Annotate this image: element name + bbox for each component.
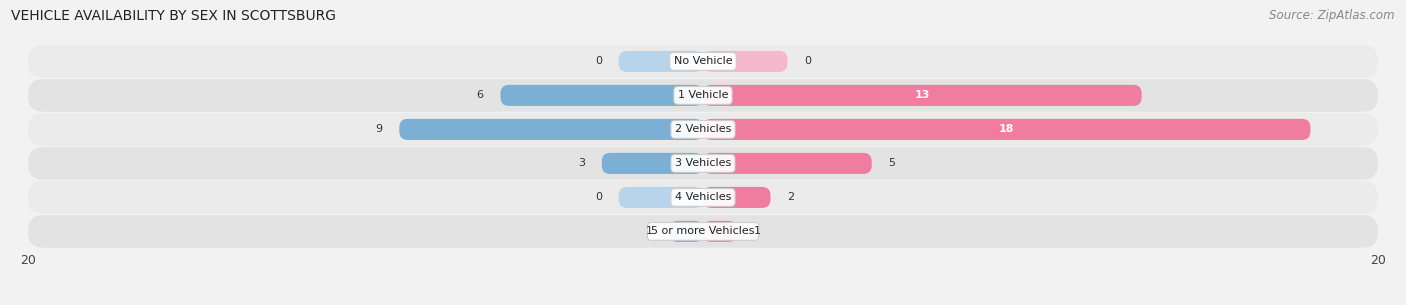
FancyBboxPatch shape xyxy=(28,215,1378,248)
Text: 5 or more Vehicles: 5 or more Vehicles xyxy=(651,226,755,236)
Text: 0: 0 xyxy=(595,192,602,203)
Text: 0: 0 xyxy=(804,56,811,66)
Text: 6: 6 xyxy=(477,90,484,100)
FancyBboxPatch shape xyxy=(602,153,703,174)
Text: 5: 5 xyxy=(889,158,896,168)
Text: 1 Vehicle: 1 Vehicle xyxy=(678,90,728,100)
FancyBboxPatch shape xyxy=(703,153,872,174)
FancyBboxPatch shape xyxy=(669,221,703,242)
FancyBboxPatch shape xyxy=(501,85,703,106)
FancyBboxPatch shape xyxy=(703,119,1310,140)
FancyBboxPatch shape xyxy=(703,85,1142,106)
Text: 2 Vehicles: 2 Vehicles xyxy=(675,124,731,135)
Text: 3 Vehicles: 3 Vehicles xyxy=(675,158,731,168)
FancyBboxPatch shape xyxy=(28,147,1378,180)
Text: 13: 13 xyxy=(915,90,929,100)
FancyBboxPatch shape xyxy=(619,51,703,72)
FancyBboxPatch shape xyxy=(703,221,737,242)
FancyBboxPatch shape xyxy=(703,187,770,208)
FancyBboxPatch shape xyxy=(703,51,787,72)
Text: Source: ZipAtlas.com: Source: ZipAtlas.com xyxy=(1270,9,1395,22)
Text: 1: 1 xyxy=(645,226,652,236)
Text: No Vehicle: No Vehicle xyxy=(673,56,733,66)
Text: VEHICLE AVAILABILITY BY SEX IN SCOTTSBURG: VEHICLE AVAILABILITY BY SEX IN SCOTTSBUR… xyxy=(11,9,336,23)
Text: 0: 0 xyxy=(595,56,602,66)
FancyBboxPatch shape xyxy=(619,187,703,208)
Text: 2: 2 xyxy=(787,192,794,203)
Text: 1: 1 xyxy=(754,226,761,236)
FancyBboxPatch shape xyxy=(28,113,1378,146)
Text: 18: 18 xyxy=(998,124,1015,135)
FancyBboxPatch shape xyxy=(399,119,703,140)
FancyBboxPatch shape xyxy=(28,79,1378,112)
Text: 3: 3 xyxy=(578,158,585,168)
FancyBboxPatch shape xyxy=(28,181,1378,214)
FancyBboxPatch shape xyxy=(28,45,1378,78)
Text: 4 Vehicles: 4 Vehicles xyxy=(675,192,731,203)
Text: 9: 9 xyxy=(375,124,382,135)
